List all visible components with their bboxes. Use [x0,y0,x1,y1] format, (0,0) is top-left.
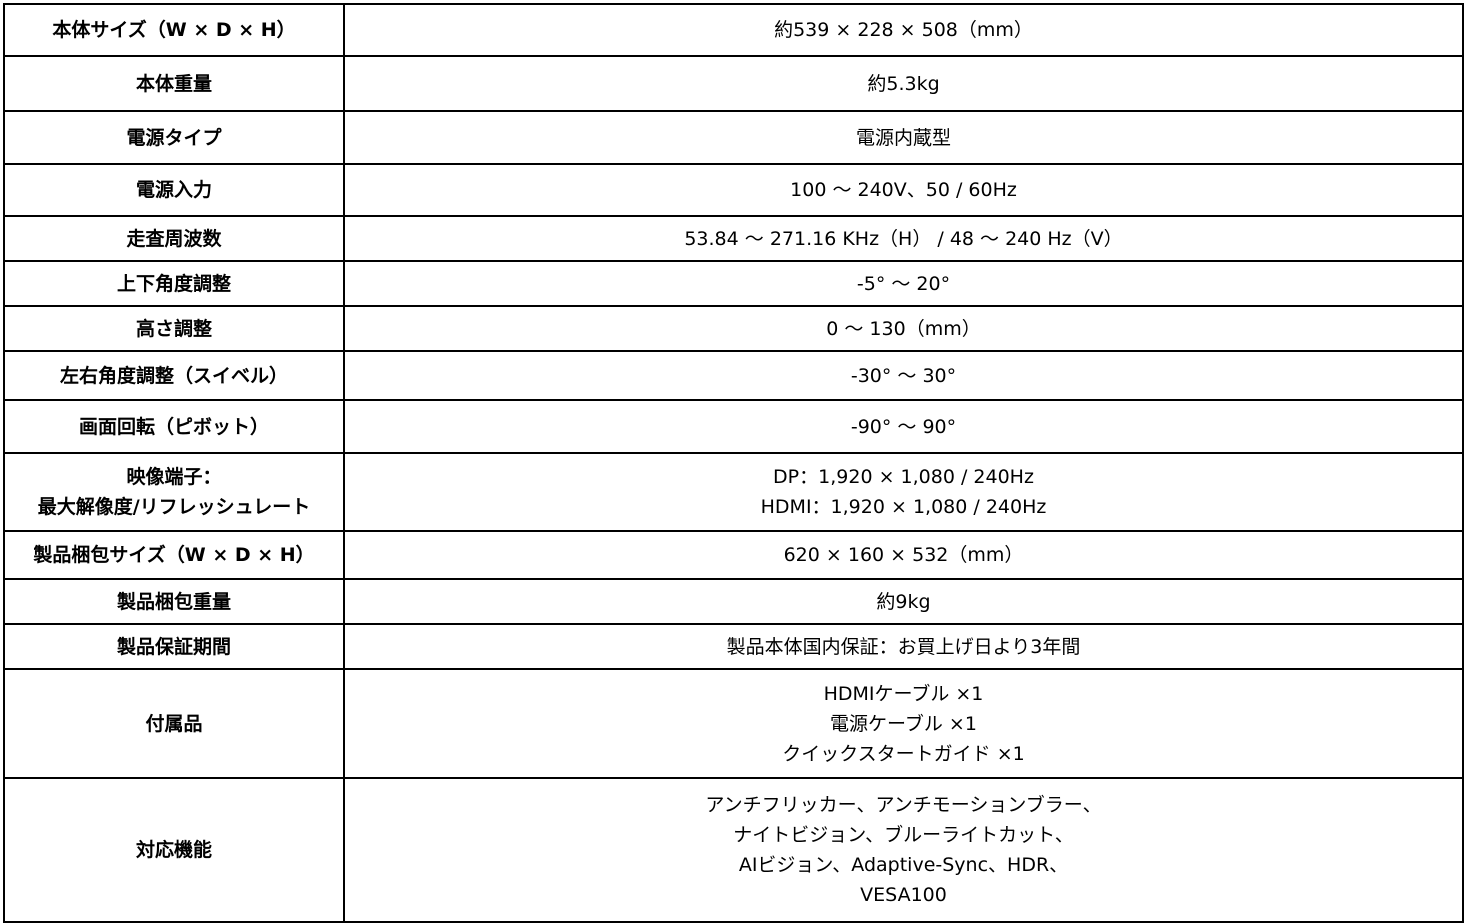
spec-label-cell: 電源タイプ [3,110,345,165]
spec-row: 製品梱包サイズ（W × D × H） 620 × 160 × 532（mm） [3,530,1464,580]
spec-label-cell: 本体サイズ（W × D × H） [3,3,345,57]
spec-label: 本体重量 [135,72,212,95]
spec-label-cell: 付属品 [3,668,345,779]
spec-row: 高さ調整 0 ～ 130（mm） [3,305,1464,352]
spec-value: ナイトビジョン、ブルーライトカット、 [733,824,1074,846]
spec-value: -5° ～ 20° [856,272,951,295]
spec-value-cell: 約9kg [343,578,1464,625]
spec-label-cell: 電源入力 [3,163,345,217]
spec-value-cell: 電源内蔵型 [343,110,1464,165]
spec-value: 620 × 160 × 532（mm） [783,544,1024,566]
spec-row: 製品保証期間 製品本体国内保証：お買上げ日より3年間 [3,623,1464,670]
spec-label: 付属品 [145,712,203,735]
spec-value: 約539 × 228 × 508（mm） [774,19,1033,41]
spec-row: 走査周波数 53.84 ～ 271.16 KHz（H） / 48 ～ 240 Hz… [3,215,1464,262]
spec-label-cell: 映像端子： 最大解像度/リフレッシュレート [3,452,345,532]
spec-label: 左右角度調整（スイベル） [59,364,288,387]
spec-label: 本体サイズ（W × D × H） [52,19,296,41]
spec-label: 対応機能 [135,839,212,861]
spec-value-cell: DP：1,920 × 1,080 / 240Hz HDMI：1,920 × 1,0… [343,452,1464,532]
spec-value-cell: 620 × 160 × 532（mm） [343,530,1464,580]
spec-label-cell: 上下角度調整 [3,260,345,307]
spec-label-cell: 高さ調整 [3,305,345,352]
spec-row: 電源タイプ 電源内蔵型 [3,110,1464,165]
spec-label: 画面回転（ピボット） [78,415,269,438]
spec-label-cell: 製品梱包重量 [3,578,345,625]
spec-label: 映像端子： [126,466,222,488]
spec-label: 最大解像度/リフレッシュレート [37,496,311,518]
spec-row: 付属品 HDMIケーブル ×1 電源ケーブル ×1 クイックスタートガイド ×1 [3,668,1464,779]
spec-value: アンチフリッカー、アンチモーションブラー、 [705,794,1102,816]
spec-label-cell: 製品梱包サイズ（W × D × H） [3,530,345,580]
spec-value-cell: 約5.3kg [343,55,1464,112]
spec-label-cell: 画面回転（ピボット） [3,399,345,454]
spec-value: 約9kg [876,590,931,613]
spec-value: 0 ～ 130（mm） [826,317,981,340]
spec-label: 電源入力 [135,179,212,201]
spec-row: 対応機能 アンチフリッカー、アンチモーションブラー、 ナイトビジョン、ブルーライトカ… [3,777,1464,923]
spec-value-cell: -30° ～ 30° [343,350,1464,401]
spec-value-cell: -5° ～ 20° [343,260,1464,307]
spec-value-cell: 製品本体国内保証：お買上げ日より3年間 [343,623,1464,670]
spec-value: 電源内蔵型 [855,126,951,149]
spec-label-cell: 左右角度調整（スイベル） [3,350,345,401]
spec-value: VESA100 [860,884,947,906]
spec-label-cell: 対応機能 [3,777,345,923]
spec-value: 製品本体国内保証：お買上げ日より3年間 [726,635,1081,658]
spec-label: 製品梱包重量 [116,590,231,613]
spec-label: 走査周波数 [126,227,222,250]
spec-value: AIビジョン、Adaptive-Sync、HDR、 [738,854,1069,876]
spec-row: 画面回転（ピボット） -90° ～ 90° [3,399,1464,454]
spec-row: 製品梱包重量 約9kg [3,578,1464,625]
spec-value-cell: 100 ～ 240V、50 / 60Hz [343,163,1464,217]
spec-row: 上下角度調整 -5° ～ 20° [3,260,1464,307]
spec-value: HDMI：1,920 × 1,080 / 240Hz [760,496,1047,518]
spec-value: HDMIケーブル ×1 [823,682,984,705]
spec-value: DP：1,920 × 1,080 / 240Hz [773,466,1034,488]
spec-label: 上下角度調整 [116,272,231,295]
spec-table: 本体サイズ（W × D × H） 約539 × 228 × 508（mm） 本体重量… [3,3,1464,923]
spec-value-cell: 約539 × 228 × 508（mm） [343,3,1464,57]
spec-value: クイックスタートガイド ×1 [782,742,1025,765]
spec-label-cell: 走査周波数 [3,215,345,262]
spec-row: 本体サイズ（W × D × H） 約539 × 228 × 508（mm） [3,3,1464,57]
spec-value-cell: HDMIケーブル ×1 電源ケーブル ×1 クイックスタートガイド ×1 [343,668,1464,779]
spec-value-cell: 53.84 ～ 271.16 KHz（H） / 48 ～ 240 Hz（V） [343,215,1464,262]
spec-label: 電源タイプ [126,126,222,149]
spec-row: 電源入力 100 ～ 240V、50 / 60Hz [3,163,1464,217]
spec-value-cell: アンチフリッカー、アンチモーションブラー、 ナイトビジョン、ブルーライトカット、 A… [343,777,1464,923]
spec-row: 左右角度調整（スイベル） -30° ～ 30° [3,350,1464,401]
spec-value: 電源ケーブル ×1 [830,712,977,735]
spec-label: 高さ調整 [135,317,212,340]
spec-label-cell: 本体重量 [3,55,345,112]
spec-value: -90° ～ 90° [850,415,957,438]
spec-label: 製品保証期間 [116,635,231,658]
spec-value: 53.84 ～ 271.16 KHz（H） / 48 ～ 240 Hz（V） [684,227,1123,250]
spec-value-cell: -90° ～ 90° [343,399,1464,454]
spec-value-cell: 0 ～ 130（mm） [343,305,1464,352]
spec-label: 製品梱包サイズ（W × D × H） [33,544,315,566]
spec-label-cell: 製品保証期間 [3,623,345,670]
spec-value: 100 ～ 240V、50 / 60Hz [790,179,1017,201]
spec-value: 約5.3kg [867,72,940,95]
spec-row: 本体重量 約5.3kg [3,55,1464,112]
spec-row: 映像端子： 最大解像度/リフレッシュレート DP：1,920 × 1,080 / 2… [3,452,1464,532]
spec-value: -30° ～ 30° [850,364,957,387]
